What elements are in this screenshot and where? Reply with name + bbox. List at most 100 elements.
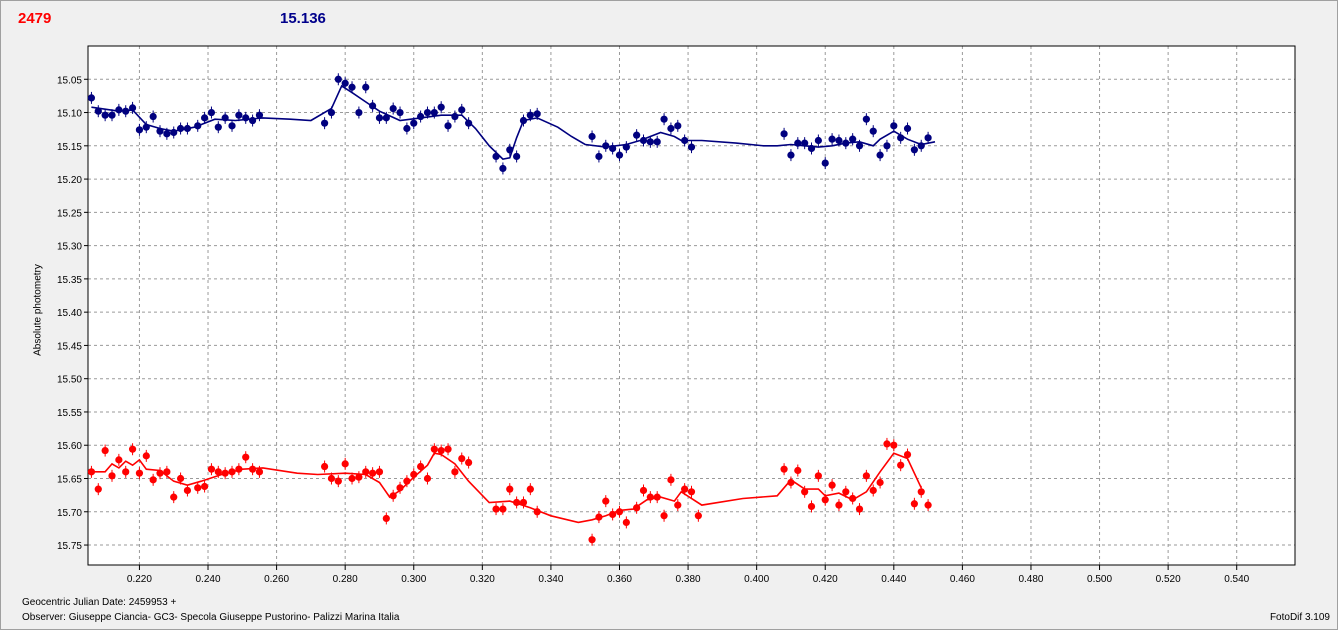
series-2-point	[787, 478, 795, 487]
plot-area	[88, 46, 1295, 565]
series-1-point	[506, 146, 514, 154]
series-1-point	[149, 112, 157, 121]
series-2-point	[602, 497, 610, 505]
series-2-point	[255, 468, 264, 476]
x-tick-label: 0.340	[538, 574, 563, 585]
series-2-point	[622, 518, 630, 527]
series-2-point	[499, 505, 507, 513]
series-1-point	[200, 114, 209, 122]
observer-line: Observer: Giuseppe Ciancia- GC3- Specola…	[22, 612, 399, 623]
series-2-point	[403, 477, 411, 485]
series-1-point	[375, 114, 384, 122]
series-1-point	[849, 135, 857, 143]
series-1-point	[801, 139, 809, 147]
series-1-point	[667, 124, 675, 133]
series-2-point	[821, 496, 829, 504]
series-2-point	[122, 468, 130, 476]
series-1-point	[595, 152, 603, 161]
y-tick-label: 15.70	[57, 508, 82, 519]
series-1-point	[194, 122, 202, 130]
series-2-point	[183, 486, 192, 495]
series-2-point	[609, 510, 617, 519]
series-1-point	[876, 151, 884, 159]
series-1-point	[101, 111, 109, 119]
series-2-point	[526, 485, 534, 493]
series-1-point	[869, 127, 877, 135]
series-1-point	[382, 114, 390, 122]
y-tick-label: 15.10	[57, 109, 82, 120]
series-2-point	[451, 468, 459, 476]
series-2-point	[674, 501, 682, 509]
series-1-point	[221, 114, 229, 122]
series-1-point	[917, 142, 925, 150]
series-1-point	[794, 139, 802, 147]
series-1-point	[403, 124, 411, 133]
series-2-point	[87, 468, 96, 476]
series-1-point	[417, 112, 425, 121]
series-1-point	[207, 108, 216, 117]
series-2-point	[458, 454, 466, 463]
series-1-point	[674, 122, 682, 130]
series-1-point	[255, 111, 264, 119]
series-1-point	[681, 136, 689, 145]
series-2-point	[519, 498, 528, 507]
series-1-point	[214, 123, 222, 131]
series-2-point	[513, 498, 521, 507]
series-1-point	[94, 107, 102, 115]
series-1-point	[458, 106, 466, 114]
series-2-point	[417, 462, 425, 471]
series-2-point	[694, 512, 702, 520]
series-1-point	[228, 122, 236, 130]
y-tick-label: 15.05	[57, 75, 82, 86]
series-1-point	[170, 128, 178, 137]
series-1-point	[639, 136, 648, 145]
x-tick-label: 0.520	[1156, 574, 1181, 585]
series-2-point	[235, 465, 243, 473]
series-1-point	[410, 119, 418, 127]
series-2-point	[437, 446, 445, 455]
series-2-point	[883, 440, 891, 448]
series-1-point	[396, 108, 404, 117]
y-tick-label: 15.55	[57, 408, 82, 419]
series-1-point	[355, 108, 363, 117]
series-2-point	[615, 508, 624, 516]
series-1-point	[327, 108, 336, 117]
series-1-point	[519, 116, 528, 125]
series-2-point	[396, 484, 404, 492]
series-2-point	[142, 452, 150, 460]
x-tick-label: 0.260	[264, 574, 289, 585]
y-tick-label: 15.60	[57, 441, 82, 452]
series-1-point	[444, 122, 452, 130]
series-2-point	[320, 462, 329, 471]
series-2-point	[506, 485, 514, 493]
mean-magnitude-label: 15.136	[280, 10, 326, 27]
jd-label: Geocentric Julian Date:	[22, 597, 126, 608]
series-1-point	[183, 124, 192, 133]
series-1-point	[108, 111, 116, 119]
y-tick-label: 15.35	[57, 275, 82, 286]
series-1-point	[842, 139, 850, 147]
jd-value: 2459953 +	[128, 597, 177, 608]
x-tick-label: 0.300	[401, 574, 426, 585]
series-1-point	[897, 134, 905, 142]
object-id-label: 2479	[18, 10, 52, 27]
series-2-point	[355, 473, 363, 481]
series-1-point	[883, 142, 891, 150]
series-1-point	[890, 122, 898, 130]
series-2-point	[382, 514, 390, 523]
series-1-point	[513, 152, 521, 161]
series-2-point	[362, 468, 370, 476]
series-2-point	[794, 466, 802, 475]
x-tick-label: 0.360	[607, 574, 632, 585]
software-version: FotoDif 3.109	[1269, 612, 1330, 623]
series-2-point	[214, 468, 222, 476]
series-2-point	[595, 513, 603, 521]
x-tick-label: 0.440	[881, 574, 906, 585]
series-2-point	[869, 486, 877, 495]
series-2-point	[588, 536, 596, 544]
series-1-point	[334, 75, 342, 83]
series-1-point	[87, 94, 96, 102]
series-2-point	[242, 453, 250, 461]
series-1-point	[602, 142, 610, 150]
x-tick-label: 0.240	[195, 574, 220, 585]
